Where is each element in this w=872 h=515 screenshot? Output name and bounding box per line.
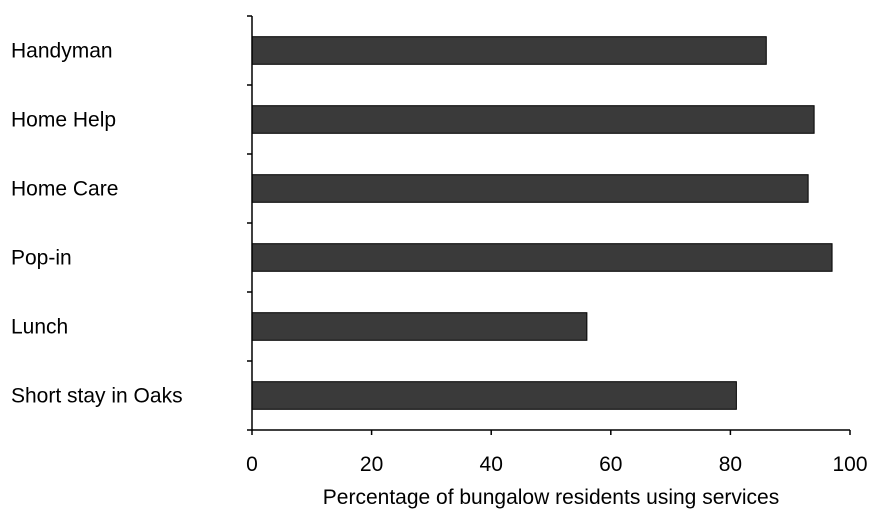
bar-short-stay-in-oaks bbox=[251, 381, 737, 410]
category-label-pop-in: Pop-in bbox=[11, 247, 72, 270]
y-ticks-group bbox=[247, 15, 252, 431]
category-label-short-stay-in-oaks: Short stay in Oaks bbox=[11, 385, 183, 408]
x-tick-label: 20 bbox=[360, 453, 383, 476]
axes-group bbox=[251, 16, 850, 431]
x-tick-label: 80 bbox=[719, 453, 742, 476]
bar-lunch bbox=[251, 312, 588, 341]
x-tick-label: 100 bbox=[832, 453, 867, 476]
x-tick-label: 60 bbox=[599, 453, 622, 476]
x-ticks-group: 0 20 40 60 80 100 bbox=[246, 430, 868, 476]
category-label-handyman: Handyman bbox=[11, 40, 113, 63]
bar-handyman bbox=[251, 36, 767, 65]
x-axis-label: Percentage of bungalow residents using s… bbox=[323, 486, 779, 509]
category-label-home-care: Home Care bbox=[11, 178, 118, 201]
x-tick-label: 40 bbox=[480, 453, 503, 476]
bar-pop-in bbox=[251, 243, 833, 272]
category-label-lunch: Lunch bbox=[11, 316, 68, 339]
category-label-home-help: Home Help bbox=[11, 109, 116, 132]
x-tick-label: 0 bbox=[246, 453, 258, 476]
category-labels-group: Handyman Home Help Home Care Pop-in Lunch Sho… bbox=[11, 40, 183, 408]
bar-home-care bbox=[251, 174, 809, 203]
bar-home-help bbox=[251, 105, 815, 134]
bars-group bbox=[251, 36, 833, 410]
